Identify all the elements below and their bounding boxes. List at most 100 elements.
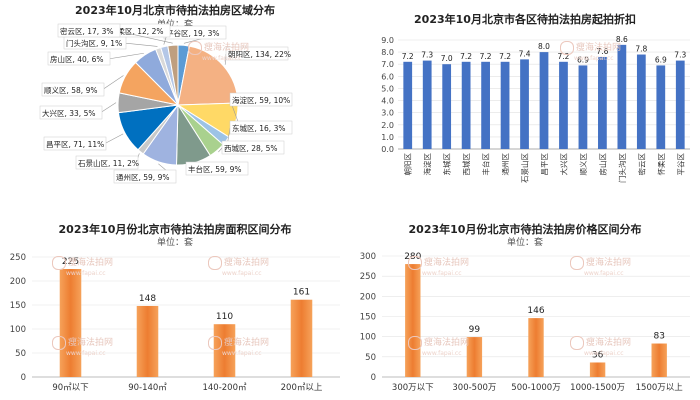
- watermark: 瘦海法拍网 www.fapai.cc: [408, 255, 469, 277]
- slice-label-text: 密云区, 17, 3%: [60, 26, 113, 36]
- y-tick-label: 6.0: [381, 72, 394, 81]
- data-label: 146: [527, 306, 544, 316]
- data-label: 7.0: [441, 54, 453, 63]
- area-chart-panel: 2023年10月份北京市待拍法拍房面积区间分布 单位：套 0 50 100 150 20…: [0, 205, 350, 400]
- bar: [656, 65, 666, 149]
- watermark: 瘦海法拍网 www.fapai.cc: [408, 335, 469, 357]
- x-tick-label: 500-1000万: [511, 383, 560, 393]
- bar: [422, 60, 432, 149]
- slice-label: 西城区, 28, 5%: [221, 140, 285, 155]
- watermark: 瘦海法拍网 www.fapai.cc: [52, 335, 113, 357]
- leader-line: [99, 102, 117, 114]
- chart-unit: 单位：套: [156, 238, 193, 248]
- data-label: 7.2: [460, 52, 472, 61]
- y-tick-label: 50: [365, 353, 376, 363]
- watermark: 瘦海法拍网 www.fapai.cc: [560, 40, 621, 62]
- watermark-logo-icon: [52, 255, 66, 270]
- y-tick-label: 0: [371, 373, 376, 383]
- slice-label: 顺义区, 58, 9%: [41, 82, 105, 97]
- slice-label-box: [75, 155, 139, 170]
- slice-label-text: 门头沟区, 9, 1%: [66, 38, 122, 48]
- slice-label-text: 西城区, 28, 5%: [224, 144, 277, 153]
- slice-label-text: 朝阳区, 134, 22%: [228, 50, 291, 59]
- slice-label-text: 通州区, 59, 9%: [116, 172, 169, 182]
- bar: [528, 318, 544, 377]
- x-tick-label: 300万以下: [392, 383, 434, 393]
- slice-label-text: 怀柔区, 12, 2%: [110, 26, 163, 36]
- watermark-logo-icon: [208, 335, 222, 350]
- x-tick-label: 海淀区: [422, 153, 432, 176]
- slice-label-box: [113, 169, 177, 184]
- slice-label-text: 顺义区, 58, 9%: [44, 86, 97, 95]
- leader-line: [218, 147, 223, 153]
- watermark-logo-icon: [208, 255, 222, 270]
- y-tick-label: 8.0: [381, 48, 394, 57]
- data-label: 225: [62, 257, 79, 267]
- y-tick-label: 3.0: [381, 109, 394, 118]
- y-tick-label: 300: [360, 252, 376, 262]
- y-tick-label: 7.0: [381, 60, 394, 69]
- data-label: 161: [293, 288, 310, 298]
- y-tick-label: 250: [360, 272, 376, 282]
- slice-label-box: [221, 140, 285, 155]
- slice-label-text: 平谷区, 19, 3%: [166, 29, 219, 38]
- bar: [520, 59, 529, 149]
- x-tick-label: 石景山区: [520, 153, 530, 183]
- chart-unit: 单位：套: [506, 238, 543, 248]
- x-tick-label: 朝阳区: [404, 153, 413, 176]
- slice-label: 大兴区, 33, 5%: [39, 105, 103, 120]
- slice-label-box: [229, 120, 293, 135]
- y-tick-label: 0.0: [381, 145, 394, 154]
- x-tick-label: 大兴区: [558, 153, 568, 176]
- slice-label-box: [39, 105, 103, 120]
- slice-label: 昌平区, 71, 11%: [43, 136, 107, 151]
- watermark: 瘦海法拍网 www.fapai.cc: [52, 255, 113, 277]
- data-label: 148: [139, 294, 156, 304]
- slice-label: 密云区, 17, 3%: [57, 23, 121, 38]
- data-label: 6.9: [577, 55, 589, 64]
- slice-label-box: [229, 92, 293, 107]
- bar: [59, 269, 82, 377]
- x-tick-label: 200㎡以上: [281, 383, 323, 393]
- slice-label-text: 东城区, 16, 3%: [232, 123, 285, 133]
- x-tick-label: 90㎡以下: [52, 383, 89, 393]
- y-tick-label: 1.0: [381, 133, 394, 142]
- slice-label-text: 大兴区, 33, 5%: [42, 108, 95, 118]
- bar: [405, 264, 421, 377]
- bar: [559, 61, 568, 149]
- data-label: 7.2: [499, 52, 511, 61]
- data-label: 83: [653, 332, 664, 342]
- watermark-logo-icon: [408, 335, 422, 350]
- watermark: 瘦海法拍网 www.fapai.cc: [208, 255, 269, 277]
- watermark-logo-icon: [52, 335, 66, 350]
- watermark: 瘦海法拍网 www.fapai.cc: [188, 40, 249, 62]
- bar: [481, 61, 490, 149]
- bar: [403, 61, 413, 149]
- x-tick-label: 90-140㎡: [128, 383, 167, 393]
- slice-label-box: [43, 136, 107, 151]
- y-tick-label: 150: [10, 301, 26, 311]
- slice-label: 丰台区, 59, 9%: [185, 161, 249, 176]
- chart-title: 2023年10月北京市待拍法拍房区域分布: [75, 4, 275, 17]
- slice-label-text: 石景山区, 11, 2%: [78, 158, 139, 168]
- pie-chart: 平谷区, 19, 3% 朝阳区, 134, 22% 海淀区, 59, 10% 东城区,…: [39, 23, 293, 184]
- data-label: 7.3: [421, 51, 433, 60]
- x-tick-label: 西城区: [462, 153, 471, 176]
- discount-chart-panel: 2023年10月北京市各区待拍法拍房起拍折扣 0.0 1.0 2.0 3.0 4.0 5.…: [350, 0, 700, 205]
- x-tick-label: 丰台区: [481, 153, 491, 176]
- data-label: 8.0: [538, 42, 550, 51]
- y-tick-label: 150: [360, 313, 376, 323]
- slice-label: 朝阳区, 134, 22%: [225, 46, 291, 61]
- x-tick-label: 300-500万: [452, 383, 496, 393]
- x-tick-label: 密云区: [636, 153, 646, 176]
- bar: [290, 299, 313, 377]
- data-label: 110: [216, 312, 233, 322]
- data-label: 7.2: [480, 52, 492, 61]
- bar: [136, 305, 159, 377]
- bar: [500, 61, 510, 149]
- watermark: 瘦海法拍网 www.fapai.cc: [208, 335, 269, 357]
- watermark-logo-icon: [560, 40, 574, 55]
- slice-label-box: [185, 161, 249, 176]
- bar: [598, 56, 607, 150]
- discount-bar-chart: 0.0 1.0 2.0 3.0 4.0 5.0 6.0 7.0 8.0 9.0 7.2 朝阳区 7.3 海…: [381, 35, 690, 183]
